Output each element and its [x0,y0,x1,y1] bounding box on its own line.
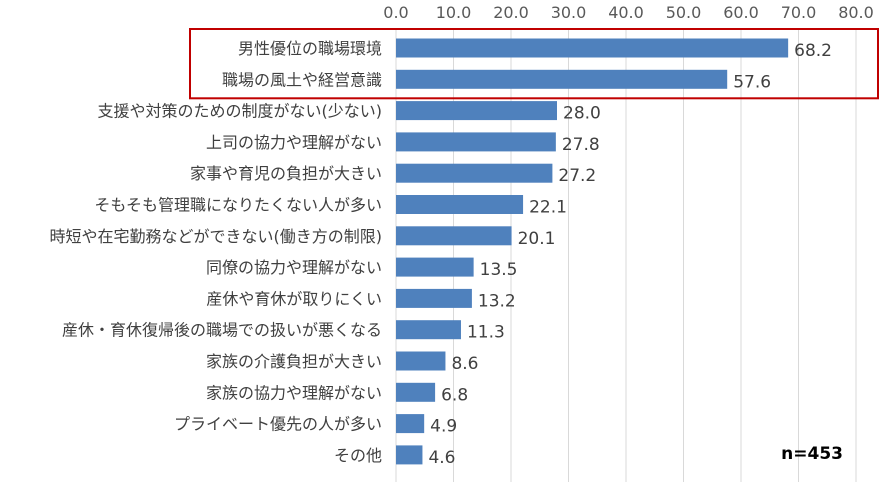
bar [396,163,553,183]
x-tick-label: 10.0 [436,3,472,22]
value-labels: 68.2 57.6 28.0 27.8 27.2 22.1 20.113.5 13.2 11.3… [428,41,832,468]
value-label: 13.5 [480,260,518,280]
category-label: プライベート優先の人が多い [174,415,382,434]
bar [396,101,557,121]
highlight-box [189,28,879,100]
bar [396,226,512,246]
value-label: 28.0 [563,104,601,124]
x-tick-label: 70.0 [781,3,817,22]
bar [396,195,524,214]
x-tick-label: 0.0 [383,3,408,22]
value-label: 8.6 [451,354,478,374]
bar [396,288,472,308]
value-label: 20.1 [518,229,556,249]
x-tick-label: 40.0 [608,3,644,22]
category-label: 男性優位の職場環境 [238,39,382,58]
category-label: 家族の介護負担が大きい [206,352,382,371]
bars [396,38,789,465]
category-label: 産休・育休復帰後の職場での扱いが悪くなる [62,321,382,340]
x-tick-label: 60.0 [723,3,759,22]
category-label: 家族の協力や理解がない [206,383,382,402]
x-tick-label: 50.0 [666,3,702,22]
x-tick-label: 20.0 [493,3,529,22]
bar [396,38,789,58]
value-label: 22.1 [529,198,567,218]
bar [396,382,436,402]
value-label: 57.6 [733,72,771,92]
bar [396,445,423,465]
value-label: 11.3 [467,323,505,343]
value-label: 6.8 [441,385,468,405]
bar [396,69,728,89]
bar [396,320,461,340]
category-label: 職場の風土や経営意識 [222,70,382,89]
category-label: 家事や育児の負担が大きい [190,164,382,183]
x-tick-label: 80.0 [838,3,874,22]
bar [396,414,425,434]
category-label: その他 [334,446,382,465]
sample-size-note: n=453 [781,444,843,464]
category-label: 同僚の協力や理解がない [206,258,382,277]
category-label: 支援や対策のための制度がない(少ない) [98,102,383,121]
bar [396,257,474,277]
bar [396,351,446,371]
value-label: 4.9 [430,417,457,437]
bar [396,132,556,152]
value-label: 27.8 [562,135,600,155]
value-label: 13.2 [478,291,516,311]
value-label: 27.2 [558,166,596,186]
category-label: そもそも管理職になりたくない人が多い [94,196,382,215]
value-label: 4.6 [428,448,455,468]
category-label: 時短や在宅勤務などができない(働き方の制限) [50,227,383,246]
category-label: 上司の協力や理解がない [206,133,382,152]
x-tick-label: 30.0 [551,3,587,22]
value-label: 68.2 [794,41,832,61]
category-label: 産休や育休が取りにくい [206,289,382,308]
x-axis-tick-labels: 0.0 10.0 20.0 30.0 40.0 50.0 60.0 70.0 80.0 [383,3,874,22]
